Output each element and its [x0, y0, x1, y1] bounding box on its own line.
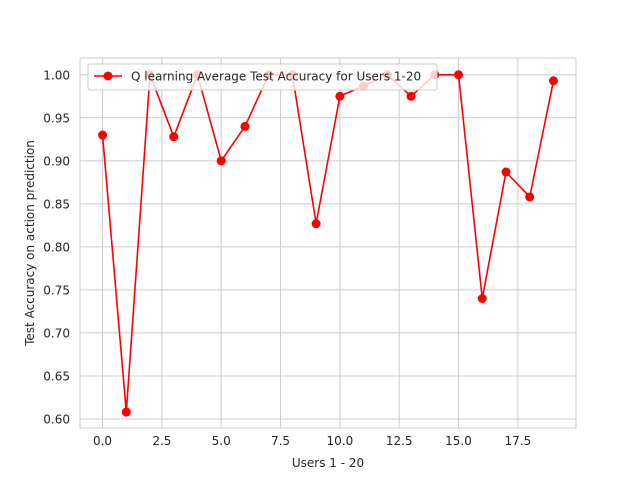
plot-area [80, 58, 576, 428]
data-point [98, 130, 108, 140]
x-tick-label: 2.5 [152, 434, 171, 448]
data-point [169, 132, 179, 142]
y-axis-label: Test Accuracy on action prediction [23, 140, 37, 347]
data-point [477, 294, 487, 303]
data-point [311, 219, 321, 229]
data-point [454, 70, 464, 80]
y-tick-label: 0.95 [43, 111, 70, 125]
data-point [525, 192, 535, 202]
x-tick-label: 15.0 [445, 434, 472, 448]
x-tick-label: 12.5 [386, 434, 413, 448]
legend-marker-swatch [103, 71, 113, 81]
data-point [121, 407, 131, 417]
y-tick-label: 0.65 [43, 369, 70, 383]
y-tick-label: 0.80 [43, 240, 70, 254]
y-tick-label: 1.00 [43, 68, 70, 82]
x-tick-label: 17.5 [504, 434, 531, 448]
x-tick-label: 7.5 [271, 434, 290, 448]
legend: Q learning Average Test Accuracy for Use… [87, 63, 438, 91]
series-line [101, 73, 555, 413]
data-point [406, 91, 416, 101]
legend-label: Q learning Average Test Accuracy for Use… [131, 70, 421, 84]
y-tick-label: 0.75 [43, 283, 70, 297]
x-tick-label: 5.0 [212, 434, 231, 448]
x-tick-label: 10.0 [327, 434, 354, 448]
x-axis: 0.0 2.5 5.0 7.5 10.0 12.5 15.0 17.5 [93, 434, 531, 448]
x-tick-label: 0.0 [93, 434, 112, 448]
data-point [335, 91, 345, 101]
plot-frame [79, 57, 577, 429]
y-tick-label: 0.90 [43, 154, 70, 168]
y-axis: 0.60 0.65 0.70 0.75 0.80 0.85 0.90 0.95 1.00 [43, 68, 70, 426]
x-axis-label: Users 1 - 20 [292, 456, 364, 470]
data-point [501, 167, 511, 177]
data-point [216, 156, 226, 166]
y-tick-label: 0.70 [43, 326, 70, 340]
data-point [240, 121, 250, 131]
y-tick-label: 0.85 [43, 197, 70, 211]
legend-box [87, 63, 438, 91]
data-point [548, 76, 558, 86]
y-tick-label: 0.60 [43, 412, 70, 426]
